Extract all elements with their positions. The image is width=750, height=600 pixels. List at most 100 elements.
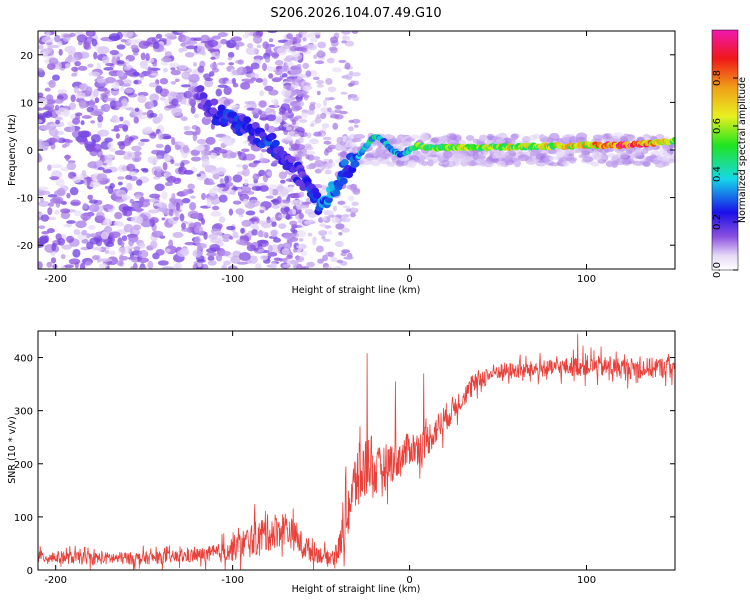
heatmap-cell — [125, 59, 130, 67]
heatmap-cell — [244, 153, 256, 161]
heatmap-cell — [291, 68, 301, 76]
heatmap-cell — [251, 229, 258, 236]
heatmap-cell — [193, 225, 204, 234]
heatmap-cell — [66, 235, 74, 243]
heatmap-cell — [643, 133, 650, 141]
heatmap-cell — [258, 100, 267, 108]
heatmap-cell — [164, 248, 171, 253]
heatmap-cell — [41, 231, 50, 235]
heatmap-cell — [285, 61, 294, 66]
heatmap-cell — [223, 99, 231, 107]
heatmap-cell — [137, 141, 145, 147]
heatmap-cell — [89, 237, 101, 245]
heatmap-cell — [159, 77, 169, 85]
heatmap-cell — [207, 255, 215, 262]
heatmap-cell — [240, 227, 245, 234]
heatmap-cell — [149, 93, 160, 102]
heatmap-cell — [117, 247, 130, 255]
heatmap-cell — [38, 140, 46, 149]
heatmap-cell — [399, 139, 408, 148]
heatmap-cell — [100, 258, 113, 262]
heatmap-cell — [290, 199, 299, 206]
heatmap-cell — [268, 73, 274, 79]
heatmap-cell — [205, 136, 216, 145]
heatmap-cell — [65, 154, 70, 162]
heatmap-cell — [87, 63, 94, 68]
heatmap-cell — [82, 202, 88, 210]
heatmap-cell — [672, 136, 675, 143]
heatmap-cell — [38, 97, 48, 106]
heatmap-cell — [281, 248, 290, 256]
heatmap-cell — [196, 45, 205, 55]
colorbar-tick-label: 0.4 — [712, 166, 723, 182]
heatmap-cell — [176, 31, 189, 34]
heatmap-cell — [174, 112, 184, 116]
heatmap-cell — [168, 62, 180, 68]
heatmap-cell — [256, 230, 267, 238]
heatmap-cell — [149, 217, 159, 224]
heatmap-cell — [266, 66, 277, 72]
heatmap-cell — [217, 149, 228, 154]
heatmap-cell — [278, 110, 286, 115]
heatmap-cell — [267, 251, 278, 257]
heatmap-cell — [307, 44, 317, 51]
heatmap-cell — [181, 197, 191, 204]
heatmap-cell — [74, 112, 83, 117]
heatmap-cell — [157, 260, 169, 266]
heatmap-cell — [93, 51, 98, 60]
heatmap-cell — [339, 141, 346, 146]
heatmap-cell — [44, 87, 51, 92]
heatmap-cell — [132, 52, 139, 56]
snr-x-axis-label: Height of straight line (km) — [292, 584, 421, 595]
heatmap-cell — [346, 184, 356, 190]
heatmap-cell — [262, 77, 268, 87]
heatmap-cell — [339, 151, 347, 158]
heatmap-cell — [314, 168, 322, 174]
heatmap-cell — [184, 51, 195, 58]
heatmap-cell — [208, 188, 217, 197]
heatmap-cell — [38, 225, 46, 230]
heatmap-cell — [320, 112, 327, 119]
heatmap-cell — [58, 48, 63, 56]
heatmap-cell — [96, 247, 103, 252]
heatmap-cell — [253, 221, 259, 230]
heatmap-cell — [236, 261, 248, 265]
heatmap-cell — [242, 164, 249, 170]
heatmap-cell — [421, 160, 428, 166]
heatmap-cell — [188, 73, 200, 83]
heatmap-cell — [96, 78, 106, 83]
heatmap-cell — [123, 79, 132, 85]
heatmap-cell — [445, 160, 456, 168]
heatmap-cell — [535, 152, 542, 157]
heatmap-cell — [322, 238, 331, 242]
heatmap-cell — [206, 116, 212, 120]
y-tick-label: -10 — [17, 194, 33, 205]
heatmap-cell — [138, 242, 146, 249]
heatmap-cell — [188, 222, 196, 228]
heatmap-cell — [271, 52, 279, 59]
heatmap-cell — [108, 250, 116, 256]
heatmap-cell — [88, 199, 98, 204]
heatmap-cell — [627, 135, 636, 142]
heatmap-cell — [123, 209, 133, 217]
heatmap-cell — [252, 173, 260, 181]
heatmap-cell — [243, 178, 249, 186]
heatmap-cell — [217, 32, 228, 38]
heatmap-cell — [66, 220, 76, 224]
heatmap-cell — [171, 137, 176, 146]
heatmap-cell — [170, 159, 175, 165]
y-tick-label: 10 — [20, 98, 33, 109]
heatmap-cell — [351, 118, 361, 124]
heatmap-cell — [517, 154, 530, 162]
heatmap-cell — [228, 208, 234, 216]
heatmap-cell — [236, 67, 241, 76]
colorbar-tick-label: 0.2 — [712, 214, 723, 230]
heatmap-cell — [255, 186, 261, 191]
heatmap-cell — [386, 161, 396, 167]
heatmap-cell — [172, 177, 182, 185]
heatmap-cell — [632, 160, 645, 166]
heatmap-cell — [276, 195, 282, 204]
heatmap-cell — [38, 200, 50, 207]
heatmap-cell — [327, 107, 332, 112]
heatmap-cell — [226, 225, 236, 231]
